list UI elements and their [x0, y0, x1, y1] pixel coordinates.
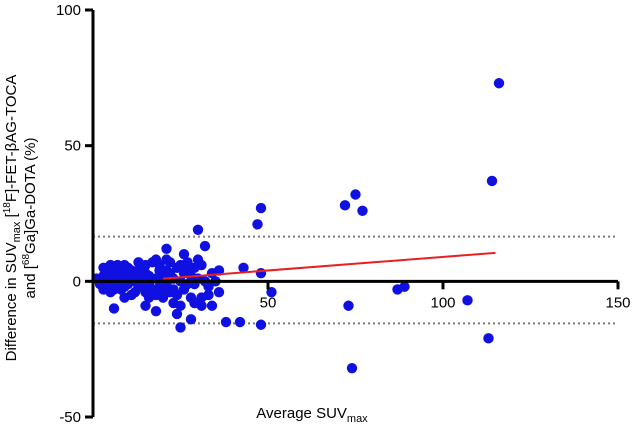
data-point — [339, 200, 351, 211]
data-point — [112, 259, 123, 271]
data-point — [486, 175, 498, 187]
data-point — [171, 262, 183, 273]
y-tick-label: 100 — [56, 2, 81, 19]
data-point — [350, 189, 361, 200]
data-point — [192, 224, 204, 235]
data-points — [91, 78, 505, 374]
data-point — [161, 243, 172, 254]
data-point — [157, 284, 169, 295]
data-point — [185, 314, 197, 325]
x-tick-label: 50 — [260, 294, 277, 311]
data-point — [252, 219, 263, 230]
data-point — [171, 289, 183, 301]
data-point — [178, 249, 190, 260]
data-point — [238, 262, 249, 273]
y-tick-label: -50 — [59, 409, 81, 426]
x-axis-label: Average SUVmax — [256, 405, 368, 425]
y-tick-label: 50 — [64, 138, 81, 155]
data-point — [462, 295, 473, 306]
data-point — [178, 284, 190, 295]
data-point — [161, 265, 172, 276]
data-point — [189, 297, 200, 309]
data-point — [493, 78, 505, 89]
data-point — [175, 322, 186, 333]
axes — [85, 8, 620, 419]
data-point — [126, 289, 137, 301]
data-point — [266, 286, 277, 298]
data-point — [255, 202, 267, 214]
y-tick-label: 0 — [73, 273, 81, 290]
data-point — [115, 284, 127, 295]
data-point — [133, 257, 144, 268]
y-axis-label-line2: and [68Ga]Ga-DOTA (%) — [21, 138, 39, 299]
regression-line — [162, 251, 496, 280]
data-point — [175, 300, 186, 311]
data-point — [255, 267, 267, 279]
x-tick-label: 100 — [430, 294, 455, 311]
y-axis-label: Difference in SUVmax [18F]-FET-βAG-TOCA … — [2, 75, 39, 362]
y-axis-label-line1: Difference in SUVmax [18F]-FET-βAG-TOCA — [2, 75, 23, 362]
data-point — [150, 289, 162, 301]
data-point — [140, 267, 151, 279]
x-tick-label: 150 — [605, 294, 630, 311]
data-point — [483, 333, 494, 344]
data-point — [171, 308, 183, 320]
data-point — [203, 289, 214, 301]
data-point — [140, 300, 151, 311]
data-point — [164, 257, 176, 268]
data-point — [343, 300, 354, 311]
data-point — [199, 240, 211, 252]
data-point — [255, 319, 267, 330]
data-point — [399, 281, 410, 292]
regression-line-group — [162, 251, 496, 280]
data-point — [126, 265, 137, 276]
data-point — [108, 303, 120, 314]
data-point — [206, 300, 218, 311]
data-point — [213, 286, 225, 298]
data-point — [357, 205, 368, 216]
data-point — [346, 362, 358, 374]
data-point — [150, 305, 162, 317]
data-point — [154, 259, 165, 271]
data-point — [220, 316, 232, 328]
data-point — [234, 316, 246, 328]
tick-labels: -50 0 50 100 50 100 150 — [56, 2, 631, 426]
data-point — [196, 259, 207, 271]
